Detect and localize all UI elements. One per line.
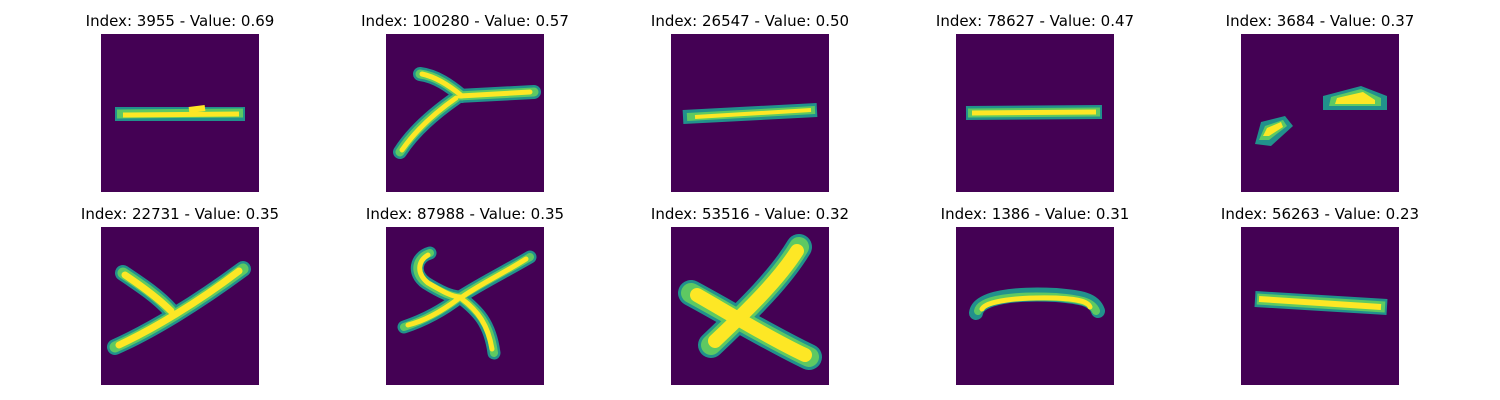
panel-3: Index: 26547 - Value: 0.50: [600, 0, 900, 192]
digit-image: [386, 34, 544, 192]
digit-image: [671, 227, 829, 385]
panel-title: Index: 78627 - Value: 0.47: [935, 12, 1135, 30]
panel-title: Index: 1386 - Value: 0.31: [940, 205, 1130, 223]
digit-image: [101, 34, 259, 192]
panel-title: Index: 26547 - Value: 0.50: [650, 12, 850, 30]
digit-image: [956, 34, 1114, 192]
panel-5: Index: 3684 - Value: 0.37: [1170, 0, 1470, 192]
panel-title: Index: 100280 - Value: 0.57: [361, 12, 569, 30]
panel-title: Index: 3684 - Value: 0.37: [1225, 12, 1415, 30]
panel-10: Index: 56263 - Value: 0.23: [1170, 193, 1470, 385]
panel-title: Index: 3955 - Value: 0.69: [85, 12, 275, 30]
panel-9: Index: 1386 - Value: 0.31: [885, 193, 1185, 385]
panel-6: Index: 22731 - Value: 0.35: [30, 193, 330, 385]
panel-title: Index: 87988 - Value: 0.35: [365, 205, 565, 223]
panel-title: Index: 56263 - Value: 0.23: [1220, 205, 1420, 223]
panel-4: Index: 78627 - Value: 0.47: [885, 0, 1185, 192]
digit-image: [1241, 227, 1399, 385]
panel-7: Index: 87988 - Value: 0.35: [315, 193, 615, 385]
digit-image: [956, 227, 1114, 385]
panel-2: Index: 100280 - Value: 0.57: [315, 0, 615, 192]
panel-8: Index: 53516 - Value: 0.32: [600, 193, 900, 385]
digit-image: [671, 34, 829, 192]
panel-title: Index: 53516 - Value: 0.32: [650, 205, 850, 223]
panel-title: Index: 22731 - Value: 0.35: [80, 205, 280, 223]
panel-1: Index: 3955 - Value: 0.69: [30, 0, 330, 192]
digit-image: [1241, 34, 1399, 192]
digit-image: [101, 227, 259, 385]
digit-image: [386, 227, 544, 385]
